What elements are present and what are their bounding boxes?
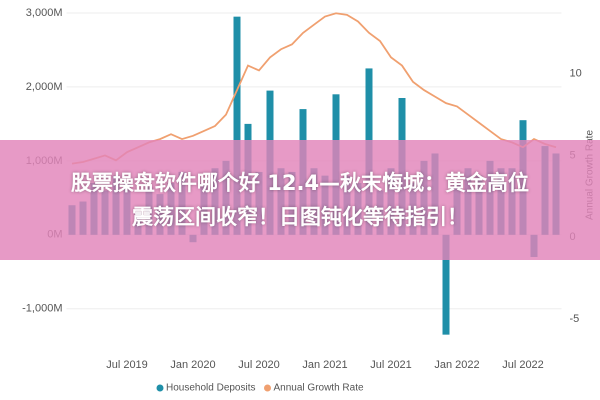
x-tick-label: Jan 2022 (434, 359, 479, 371)
x-tick-label: Jan 2021 (302, 359, 347, 371)
legend-label: Household Deposits (166, 383, 256, 394)
y-tick-label: -1,000M (22, 303, 62, 315)
x-tick-label: Jul 2020 (238, 359, 280, 371)
y2-tick-label: 10 (570, 68, 582, 80)
x-tick-label: Jan 2020 (170, 359, 215, 371)
banner: 股票操盘软件哪个好 12.4—秋末悔城：黄金高位 震荡区间收窄！日图钝化等待指引… (0, 140, 600, 260)
legend-marker (156, 384, 164, 392)
bar (442, 234, 450, 335)
legend-label: Annual Growth Rate (274, 383, 364, 394)
y2-tick-label: -5 (570, 313, 580, 325)
bar (233, 16, 241, 235)
x-tick-label: Jul 2021 (370, 359, 412, 371)
banner-line: 股票操盘软件哪个好 12.4—秋末悔城：黄金高位 (70, 171, 530, 195)
x-tick-label: Jul 2022 (502, 359, 544, 371)
banner-line: 震荡区间收窄！日图钝化等待指引！ (132, 205, 468, 229)
y-tick-label: 2,000M (26, 81, 63, 93)
legend-marker (264, 384, 271, 392)
x-tick-label: Jul 2019 (106, 359, 148, 371)
y-tick-label: 3,000M (26, 7, 63, 19)
